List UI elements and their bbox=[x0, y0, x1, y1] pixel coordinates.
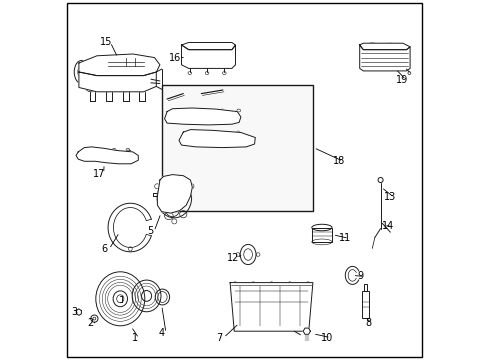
Bar bbox=[363, 284, 366, 291]
Text: 19: 19 bbox=[395, 75, 407, 85]
Polygon shape bbox=[230, 283, 312, 331]
Text: 9: 9 bbox=[357, 271, 363, 282]
Polygon shape bbox=[359, 45, 409, 71]
Polygon shape bbox=[359, 43, 409, 50]
Bar bbox=[162, 85, 312, 211]
Text: 5: 5 bbox=[146, 226, 153, 237]
Text: 8: 8 bbox=[364, 318, 370, 328]
Text: 4: 4 bbox=[158, 328, 164, 338]
Text: 17: 17 bbox=[93, 168, 105, 179]
Text: 16: 16 bbox=[168, 53, 181, 63]
Text: 13: 13 bbox=[383, 192, 395, 202]
Text: 2: 2 bbox=[87, 318, 93, 328]
Polygon shape bbox=[76, 309, 81, 315]
Text: 3: 3 bbox=[71, 307, 78, 317]
Polygon shape bbox=[157, 175, 192, 213]
Text: 6: 6 bbox=[102, 244, 108, 254]
Text: 12: 12 bbox=[226, 253, 239, 263]
Polygon shape bbox=[303, 328, 310, 334]
Text: 10: 10 bbox=[320, 333, 332, 343]
Text: 11: 11 bbox=[338, 233, 350, 243]
Bar bbox=[80, 76, 85, 83]
Polygon shape bbox=[164, 108, 241, 125]
Polygon shape bbox=[181, 45, 235, 68]
Bar bbox=[361, 291, 368, 318]
Text: 18: 18 bbox=[332, 156, 344, 166]
Polygon shape bbox=[179, 130, 255, 148]
Polygon shape bbox=[181, 42, 235, 50]
Text: 14: 14 bbox=[381, 221, 393, 231]
Polygon shape bbox=[76, 147, 138, 164]
Text: 7: 7 bbox=[216, 333, 222, 343]
Text: 15: 15 bbox=[100, 37, 112, 47]
Text: 1: 1 bbox=[131, 333, 138, 343]
Bar bbox=[311, 228, 331, 242]
Polygon shape bbox=[79, 54, 160, 76]
Polygon shape bbox=[79, 72, 156, 92]
